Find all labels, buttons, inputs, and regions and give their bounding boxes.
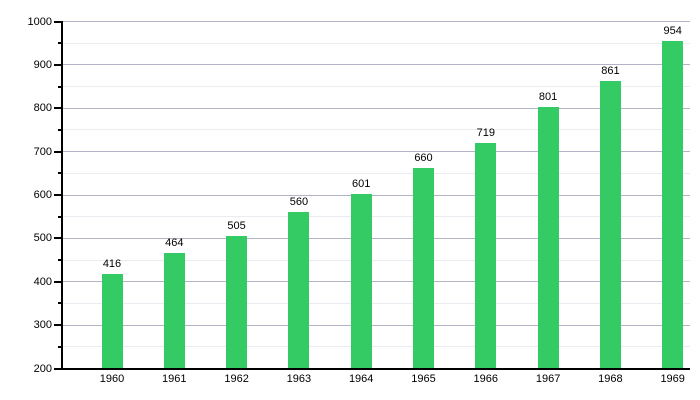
x-axis-label: 1964 — [348, 373, 374, 385]
bar — [475, 142, 497, 368]
y-minor-gridline — [62, 346, 690, 348]
y-major-gridline — [62, 237, 690, 239]
y-major-gridline — [62, 64, 690, 66]
x-axis-label: 1961 — [162, 373, 187, 385]
x-axis-label: 1967 — [535, 373, 561, 385]
y-axis-label: 900 — [33, 58, 52, 71]
y-minor-gridline — [62, 129, 690, 131]
bar-value-label: 660 — [414, 152, 433, 165]
bar-value-label: 719 — [476, 126, 495, 139]
y-axis-line — [61, 21, 63, 369]
x-axis-label: 1962 — [224, 373, 249, 385]
y-minor-tick — [58, 215, 62, 218]
y-minor-tick — [58, 302, 62, 305]
bar-value-label: 861 — [601, 65, 620, 78]
y-minor-gridline — [62, 259, 690, 261]
y-axis-label: 700 — [33, 145, 52, 158]
y-major-tick — [54, 194, 62, 196]
y-major-gridline — [62, 281, 690, 283]
y-major-gridline — [62, 151, 690, 153]
x-axis-line — [61, 368, 690, 370]
bar-value-label: 505 — [227, 219, 246, 232]
y-major-tick — [54, 20, 62, 23]
y-axis-label: 600 — [33, 189, 52, 201]
y-major-tick — [54, 107, 62, 110]
bar-value-label: 560 — [289, 195, 309, 208]
bar-value-label: 801 — [538, 91, 558, 104]
y-major-gridline — [62, 324, 690, 326]
y-axis-label: 300 — [33, 319, 52, 332]
y-major-tick — [54, 280, 62, 283]
y-minor-gridline — [62, 172, 690, 174]
y-minor-tick — [58, 42, 62, 45]
y-minor-tick — [58, 128, 62, 131]
bar-value-label: 601 — [352, 178, 371, 191]
x-axis-label: 1968 — [598, 373, 623, 385]
y-minor-tick — [58, 345, 62, 348]
bar — [537, 107, 559, 368]
x-axis-label: 1963 — [286, 373, 312, 385]
y-minor-gridline — [62, 42, 690, 44]
bar — [288, 211, 310, 368]
bar-value-label: 464 — [165, 237, 184, 250]
bar-value-label: 416 — [102, 258, 122, 271]
plot-area: 416 464 505 560 601 660 719 801 861 954 — [62, 21, 690, 369]
y-major-tick — [54, 63, 62, 66]
y-major-tick — [54, 237, 62, 240]
y-axis-label: 800 — [33, 102, 52, 115]
y-minor-gridline — [62, 216, 690, 218]
bar — [350, 194, 372, 368]
bar-value-label: 954 — [663, 24, 682, 37]
bar — [413, 168, 434, 368]
y-minor-gridline — [62, 86, 690, 88]
y-axis-label: 500 — [33, 232, 52, 245]
y-axis-label: 400 — [33, 275, 52, 288]
y-minor-tick — [58, 85, 62, 88]
y-major-tick — [54, 324, 62, 327]
bar — [163, 253, 185, 368]
bar — [101, 274, 123, 368]
x-axis-label: 1965 — [411, 373, 436, 385]
y-minor-gridline — [62, 302, 690, 304]
bar — [599, 81, 621, 368]
y-major-tick — [54, 367, 62, 370]
x-axis-label: 1960 — [99, 373, 125, 385]
x-axis-label: 1969 — [660, 373, 685, 385]
y-axis-label: 200 — [33, 362, 52, 375]
bar — [226, 235, 248, 368]
y-major-gridline — [62, 107, 690, 109]
y-major-gridline — [62, 21, 690, 22]
bar — [662, 40, 684, 368]
y-minor-tick — [58, 172, 62, 175]
y-minor-tick — [58, 259, 62, 262]
y-major-gridline — [62, 194, 690, 196]
y-axis-label: 1000 — [27, 15, 52, 28]
y-major-tick — [54, 150, 62, 153]
x-axis-label: 1966 — [473, 373, 499, 385]
